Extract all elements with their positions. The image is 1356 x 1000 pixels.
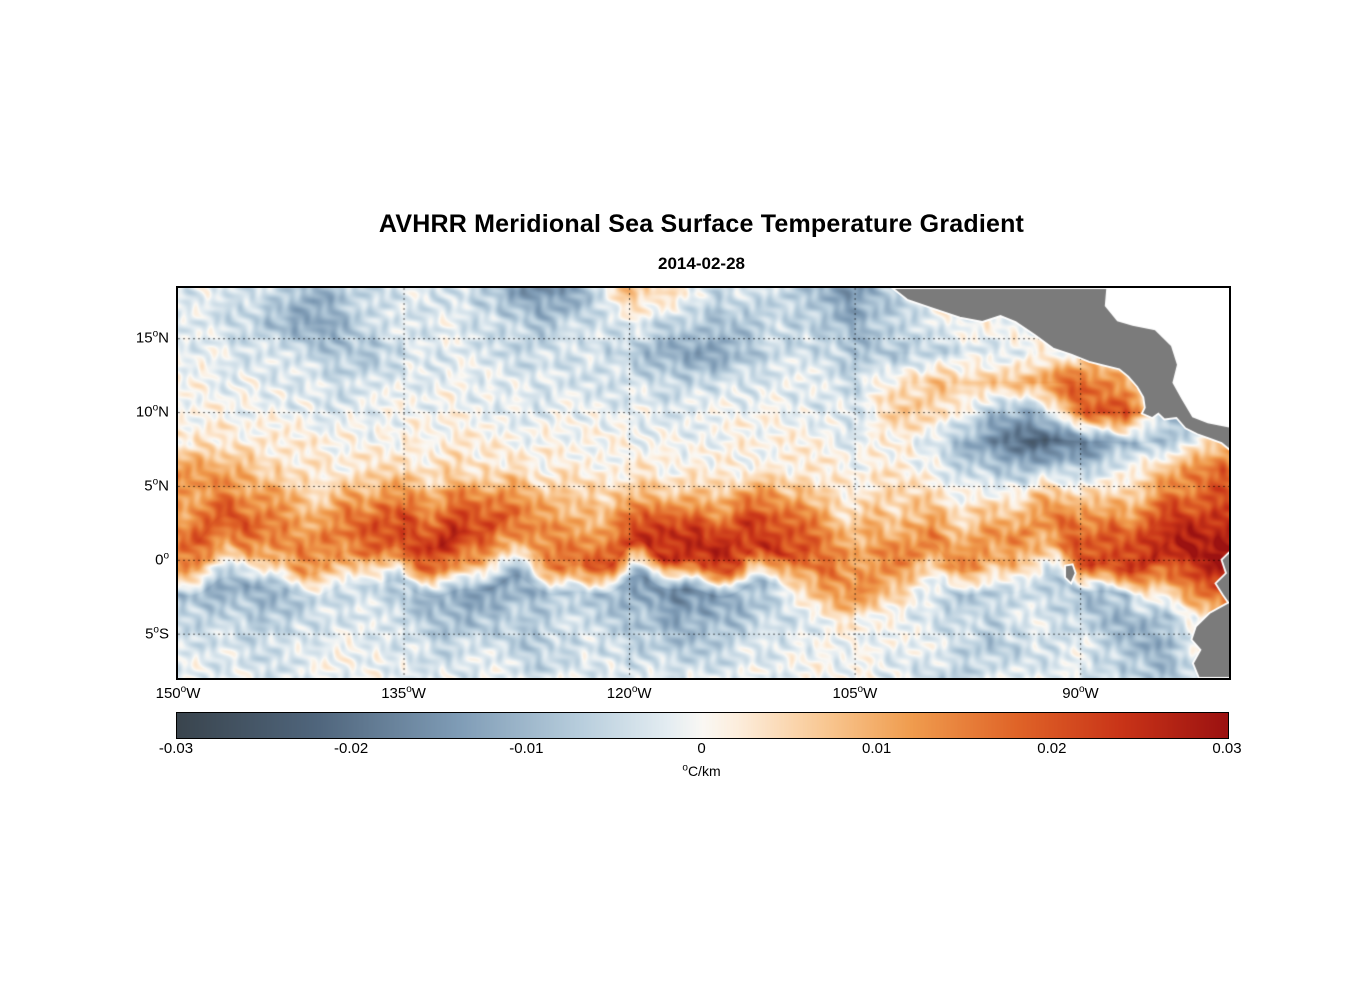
colorbar-canvas	[177, 713, 1228, 738]
tick-num: 0	[155, 551, 164, 569]
tick-num: 135	[381, 685, 407, 702]
x-tick-120w: 120oW	[606, 684, 652, 703]
colorbar-tick-label: -0.01	[509, 740, 544, 757]
tick-post: N	[158, 403, 169, 421]
chart-title: AVHRR Meridional Sea Surface Temperature…	[378, 210, 1025, 238]
tick-num: 5	[144, 477, 153, 495]
tick-num: 150	[155, 685, 181, 702]
y-tick-10n: 10oN	[135, 402, 169, 421]
colorbar-tick-label: 0.01	[862, 740, 892, 757]
tick-post: W	[637, 685, 652, 702]
tick-sup: o	[1078, 684, 1085, 695]
tick-num: 120	[606, 685, 632, 702]
colorbar-tick-label: 0.02	[1037, 740, 1067, 757]
tick-num: 10	[135, 403, 153, 421]
tick-num: 105	[832, 685, 858, 702]
tick-sup: o	[180, 684, 187, 695]
degree-sup: o	[682, 762, 688, 774]
colorbar-tick-label: 0.03	[1212, 740, 1242, 757]
tick-sup: o	[857, 684, 864, 695]
unit-text: C/km	[687, 763, 721, 779]
tick-post: S	[158, 625, 169, 643]
tick-sup: o	[152, 402, 159, 414]
tick-num: 15	[135, 329, 153, 347]
x-tick-105w: 105oW	[832, 684, 878, 703]
heatmap-canvas	[178, 288, 1229, 678]
tick-sup: o	[152, 476, 159, 488]
tick-sup: o	[163, 550, 169, 562]
map-plot: 15oN 10oN 5oN 0o 5oS 150oW 135oW 120oW 1…	[136, 286, 1231, 702]
tick-post: W	[1084, 685, 1099, 702]
tick-num: 5	[145, 625, 154, 643]
colorbar	[176, 712, 1229, 739]
colorbar-ticks: -0.03 -0.02 -0.01 0 0.01 0.02 0.03	[159, 740, 1242, 758]
y-tick-5n: 5oN	[144, 476, 169, 495]
chart-subtitle: 2014-02-28	[658, 254, 745, 273]
tick-sup: o	[631, 684, 638, 695]
colorbar-tick-label: 0	[697, 740, 706, 757]
tick-sup: o	[406, 684, 412, 695]
tick-post: N	[158, 329, 169, 347]
tick-post: W	[411, 685, 426, 702]
y-tick-15n: 15oN	[135, 328, 169, 347]
colorbar-unit-label: oC/km	[176, 763, 1227, 779]
x-tick-135w: 135oW	[381, 684, 426, 703]
tick-post: N	[158, 477, 169, 495]
colorbar-tick-label: -0.03	[158, 740, 194, 757]
tick-sup: o	[152, 328, 159, 340]
y-tick-0: 0o	[155, 550, 169, 569]
y-tick-5s: 5oS	[145, 624, 169, 643]
x-tick-90w: 90oW	[1062, 684, 1099, 703]
tick-sup: o	[153, 624, 159, 636]
tick-post: W	[863, 685, 878, 702]
tick-num: 90	[1062, 685, 1079, 702]
colorbar-tick-label: -0.02	[334, 740, 369, 757]
x-tick-150w: 150oW	[155, 684, 201, 703]
tick-post: W	[186, 685, 201, 702]
